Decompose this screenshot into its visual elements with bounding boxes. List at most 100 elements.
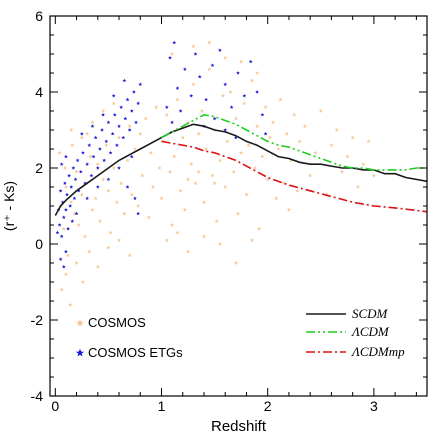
- cosmos-point-31: [140, 173, 145, 178]
- model-lines-layer: [54, 113, 427, 216]
- cosmos-etg-point-79: [210, 63, 215, 68]
- cosmos-point-105: [59, 287, 64, 292]
- cosmos-etg-point-83: [236, 71, 240, 75]
- cosmos-point-96: [329, 143, 334, 147]
- cosmos-point-135: [233, 260, 238, 265]
- cosmos-etg-point-7: [62, 181, 67, 185]
- cosmos-etg-point-30: [98, 147, 102, 151]
- cosmos-point-54: [201, 200, 207, 204]
- cosmos-point-77: [263, 105, 268, 109]
- cosmos-etg-point-29: [95, 166, 100, 170]
- cosmos-point-124: [239, 59, 244, 64]
- cosmos-point-138: [196, 169, 201, 174]
- cosmos-point-98: [339, 169, 345, 174]
- cosmos-etg-point-60: [129, 154, 134, 159]
- cosmos-point-16: [101, 177, 106, 182]
- cosmos-point-67: [235, 211, 241, 216]
- cosmos-etg-point-49: [138, 82, 143, 87]
- cosmos-point-133: [201, 234, 207, 239]
- cosmos-point-68: [239, 150, 244, 155]
- cosmos-etg-point-40: [119, 105, 124, 109]
- cosmos-etg-point-24: [85, 162, 90, 166]
- cosmos-point-94: [318, 108, 323, 113]
- cosmos-point-33: [146, 215, 151, 220]
- cosmos-point-108: [74, 260, 79, 265]
- cosmos-point-28: [132, 146, 138, 151]
- cosmos-etg-point-34: [106, 120, 111, 125]
- cosmos-point-47: [182, 207, 187, 212]
- cosmos-etg-point-65: [133, 196, 137, 201]
- cosmos-point-111: [95, 264, 100, 269]
- cosmos-point-90: [297, 139, 302, 144]
- plot-area: [54, 40, 427, 307]
- cosmos-etg-point-27: [91, 154, 96, 159]
- cosmos-etg-point-26: [89, 173, 94, 178]
- cosmos-point-106: [63, 272, 69, 277]
- cosmos-point-59: [214, 219, 219, 223]
- x-tick-label: 0: [51, 398, 59, 414]
- cosmos-etg-point-32: [102, 158, 107, 163]
- cosmos-etg-point-44: [127, 128, 132, 132]
- cosmos-point-56: [207, 67, 212, 71]
- cosmos-point-103: [366, 139, 371, 144]
- cosmos-point-60: [217, 158, 223, 163]
- cosmos-point-3: [65, 253, 71, 258]
- cosmos-etg-point-36: [110, 131, 115, 136]
- cosmos-point-52: [196, 131, 201, 136]
- cosmos-point-7: [76, 222, 81, 227]
- cosmos-point-118: [101, 108, 106, 113]
- cosmos-point-2: [63, 184, 69, 189]
- cosmos-etg-point-38: [115, 143, 119, 147]
- cosmos-etg-point-41: [121, 135, 126, 140]
- cosmos-point-99: [345, 154, 350, 159]
- cosmos-point-37: [157, 165, 162, 170]
- cosmos-point-88: [292, 112, 297, 117]
- cosmos-point-74: [254, 124, 260, 128]
- cosmos-point-53: [199, 108, 204, 113]
- cosmos-point-44: [175, 97, 180, 102]
- cosmos-etg-point-22: [81, 150, 85, 155]
- cosmos-etg-point-75: [189, 93, 194, 98]
- cosmos-point-101: [355, 184, 361, 189]
- tick-labels-layer: 0 1 2 3 -4 -2 0 2 4 6: [31, 8, 378, 414]
- cosmos-point-11: [88, 154, 93, 159]
- cosmos-point-4: [69, 200, 74, 204]
- legend-label: COSMOS ETGs: [88, 345, 183, 360]
- cosmos-point-122: [207, 40, 212, 45]
- cosmos-point-125: [254, 70, 260, 75]
- cosmos-etg-point-3: [58, 188, 63, 193]
- cosmos-point-17: [104, 143, 109, 147]
- ticks-layer: [50, 15, 427, 397]
- cosmos-point-117: [90, 120, 95, 125]
- cosmos-point-81: [274, 196, 279, 201]
- legend-label: SCDM: [352, 306, 389, 321]
- cosmos-etg-point-4: [59, 234, 64, 239]
- cosmos-point-36: [154, 105, 159, 109]
- cosmos-point-109: [80, 279, 86, 284]
- cosmos-point-114: [127, 253, 132, 258]
- cosmos-point-21: [114, 200, 119, 204]
- cosmos-etg-point-51: [61, 264, 66, 269]
- cosmos-etg-point-55: [79, 131, 84, 136]
- cosmos-point-40: [164, 112, 169, 117]
- cosmos-point-26: [127, 124, 132, 128]
- cosmos-etg-point-17: [73, 177, 78, 182]
- x-tick-label: 1: [158, 398, 166, 414]
- cosmos-point-45: [178, 188, 183, 193]
- cosmos-etg-point-10: [66, 226, 70, 231]
- cosmos-etg-point-86: [255, 90, 259, 94]
- cosmos-point-100: [350, 135, 355, 140]
- cosmos-point-55: [204, 146, 209, 151]
- cosmos-point-64: [228, 89, 233, 94]
- cosmos-etg-point-72: [175, 86, 180, 90]
- cosmos-etg-point-84: [242, 93, 247, 98]
- cosmos-point-35: [150, 184, 156, 189]
- x-tick-label: 3: [370, 398, 378, 414]
- cosmos-etg-point-59: [122, 78, 127, 83]
- cosmos-point-70: [244, 192, 249, 197]
- cosmos-etg-point-78: [204, 97, 209, 102]
- cosmos-point-34: [148, 150, 153, 155]
- x-tick-label: 2: [264, 398, 272, 414]
